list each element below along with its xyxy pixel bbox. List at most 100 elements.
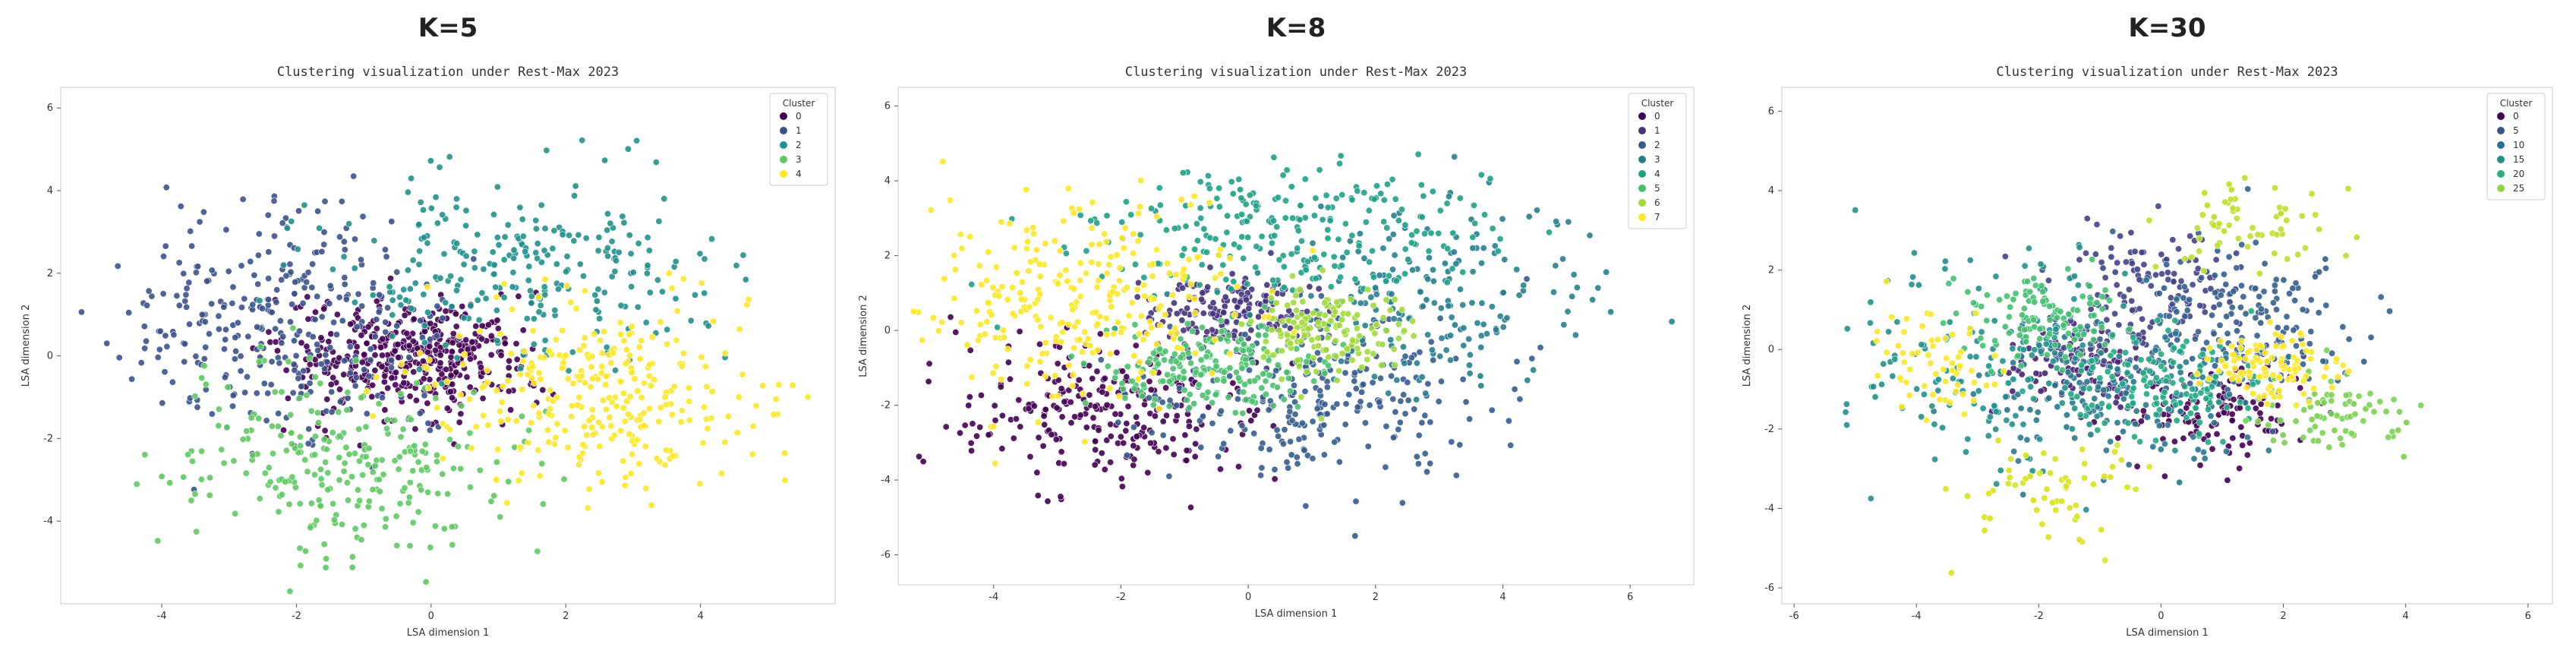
data-point — [238, 304, 245, 311]
data-point — [1172, 271, 1180, 279]
data-point — [175, 259, 183, 267]
data-point — [1436, 207, 1444, 214]
data-point — [1370, 350, 1377, 358]
data-point — [296, 394, 304, 402]
data-point — [1331, 438, 1338, 446]
data-point — [1351, 532, 1359, 540]
x-tick-label: -6 — [1789, 611, 1799, 622]
data-point — [300, 367, 307, 374]
data-point — [288, 429, 295, 437]
data-point — [1117, 328, 1124, 336]
data-point — [2119, 428, 2127, 435]
data-point — [1275, 256, 1283, 264]
data-point — [229, 299, 236, 307]
data-point — [1033, 246, 1040, 254]
data-point — [1036, 358, 1044, 365]
data-point — [560, 359, 567, 367]
data-point — [2105, 297, 2113, 305]
data-point — [1102, 314, 1110, 322]
data-point — [1268, 326, 1275, 333]
data-point — [947, 313, 954, 320]
data-point — [2108, 373, 2116, 380]
data-point — [1069, 306, 1077, 314]
data-point — [1337, 152, 1345, 159]
data-point — [2327, 377, 2335, 385]
data-point — [1189, 327, 1197, 335]
data-point — [2283, 216, 2291, 224]
data-point — [1118, 475, 1125, 482]
data-point — [1332, 352, 1340, 360]
data-point — [318, 481, 326, 488]
data-point — [1231, 409, 1239, 416]
data-point — [1171, 350, 1178, 358]
data-point — [2053, 314, 2060, 321]
data-point — [1977, 334, 1985, 342]
data-point — [487, 497, 495, 505]
data-point — [309, 333, 317, 340]
data-point — [295, 374, 302, 382]
data-point — [2215, 301, 2223, 308]
data-point — [1213, 194, 1221, 202]
data-point — [545, 347, 553, 355]
data-point — [1128, 299, 1136, 307]
data-point — [384, 304, 392, 311]
data-point — [1268, 239, 1275, 247]
data-point — [2076, 256, 2083, 264]
panel-heading: K=5 — [418, 13, 478, 43]
data-point — [528, 299, 535, 307]
data-point — [1368, 247, 1376, 254]
data-point — [1448, 314, 1455, 321]
data-point — [1342, 220, 1349, 228]
data-point — [1443, 279, 1451, 286]
data-point — [1093, 283, 1101, 291]
data-point — [418, 486, 425, 494]
y-tick-label: -6 — [1764, 582, 1774, 594]
data-point — [1246, 346, 1253, 354]
data-point — [439, 314, 446, 322]
data-point — [1247, 317, 1254, 325]
data-point — [2079, 342, 2086, 349]
data-point — [355, 290, 362, 298]
data-point — [275, 409, 282, 417]
data-point — [205, 330, 213, 338]
data-point — [1975, 387, 1982, 395]
data-point — [2089, 481, 2097, 488]
data-point — [1573, 284, 1581, 292]
data-point — [399, 425, 407, 433]
data-point — [2093, 412, 2101, 420]
data-point — [1871, 393, 1879, 401]
data-point — [2211, 289, 2218, 296]
data-point — [1910, 249, 1918, 257]
data-point — [1138, 393, 1146, 400]
data-point — [311, 308, 319, 316]
data-point — [2183, 337, 2190, 345]
data-point — [1314, 334, 1322, 342]
data-point — [234, 319, 241, 327]
data-point — [1992, 425, 2000, 433]
data-point — [328, 388, 336, 396]
data-point — [1410, 332, 1417, 339]
data-point — [394, 340, 402, 348]
data-point — [1150, 295, 1158, 302]
panel-k8: K=8 Clustering visualization under Rest-M… — [859, 0, 1717, 663]
data-point — [1301, 387, 1309, 395]
data-point — [550, 397, 557, 405]
data-point — [973, 307, 981, 314]
data-point — [1252, 264, 1260, 271]
data-point — [156, 346, 163, 353]
data-point — [1321, 299, 1329, 307]
data-point — [1065, 361, 1073, 369]
data-point — [301, 456, 309, 463]
data-point — [1306, 283, 1313, 290]
data-point — [446, 153, 453, 161]
data-point — [2244, 404, 2252, 412]
data-point — [665, 270, 673, 277]
data-point — [1310, 377, 1318, 385]
data-point — [339, 317, 346, 324]
data-point — [733, 429, 741, 437]
data-point — [1496, 235, 1504, 243]
data-point — [2133, 463, 2141, 470]
data-point — [1513, 358, 1521, 365]
data-point — [2266, 318, 2274, 326]
data-point — [466, 483, 474, 491]
